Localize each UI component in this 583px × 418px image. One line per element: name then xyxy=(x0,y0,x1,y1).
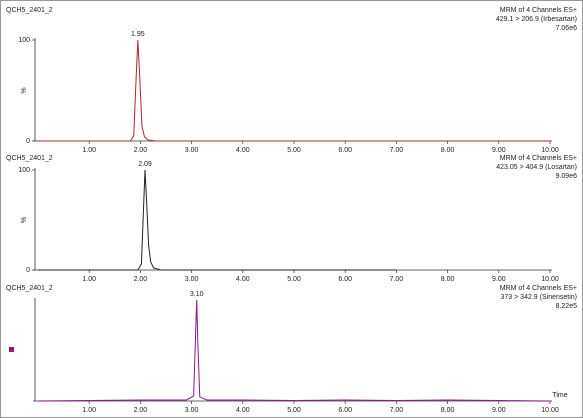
x-tick-label: 1.00 xyxy=(82,147,96,154)
x-tick-label: 5.00 xyxy=(287,276,301,283)
x-tick-label: 2.00 xyxy=(134,276,148,283)
panel-title: QCH5_2401_2 xyxy=(6,7,53,14)
y-tick-label: 0 xyxy=(26,267,30,274)
x-tick-label: 8.00 xyxy=(441,147,455,154)
x-tick-label: 6.00 xyxy=(338,276,352,283)
x-tick-label: 10.00 xyxy=(541,276,559,283)
channel-info: 373 > 342.9 (Sinensetin) xyxy=(501,294,577,301)
y-axis-label: % xyxy=(21,217,28,223)
x-tick-label: 7.00 xyxy=(390,407,404,414)
peak-label: 2.09 xyxy=(138,161,152,168)
x-tick-label: 6.00 xyxy=(338,407,352,414)
x-tick-label: 3.00 xyxy=(185,276,199,283)
panel-title: QCH5_2401_2 xyxy=(6,155,53,162)
x-tick-label: 5.00 xyxy=(287,147,301,154)
trace xyxy=(37,299,551,402)
x-tick-label: 7.00 xyxy=(390,147,404,154)
channel-info: MRM of 4 Channels ES+ xyxy=(500,155,577,162)
x-tick-label: 1.00 xyxy=(82,276,96,283)
x-tick-label: 10.00 xyxy=(541,407,559,414)
peak-label: 1.95 xyxy=(131,31,145,38)
x-tick-label: 3.00 xyxy=(185,147,199,154)
x-tick-label: 8.00 xyxy=(441,276,455,283)
x-tick-label: 4.00 xyxy=(236,276,250,283)
y-tick-label: 100 xyxy=(18,37,30,44)
trace-marker xyxy=(9,347,14,352)
channel-info: MRM of 4 Channels ES+ xyxy=(500,285,577,292)
x-tick-label: 9.00 xyxy=(492,407,506,414)
x-tick-label: 3.00 xyxy=(185,407,199,414)
x-tick-label: 5.00 xyxy=(287,407,301,414)
y-axis-label: % xyxy=(21,87,28,93)
x-tick-label: 1.00 xyxy=(82,407,96,414)
x-tick-label: 7.00 xyxy=(390,276,404,283)
x-tick-label: 4.00 xyxy=(236,147,250,154)
panel-title: QCH5_2401_2 xyxy=(6,285,53,292)
y-tick-label: 100 xyxy=(18,167,30,174)
x-axis-label: Time xyxy=(552,392,567,399)
y-tick-label: 0 xyxy=(26,138,30,145)
channel-info: 423.05 > 404.9 (Losartan) xyxy=(496,164,577,171)
x-tick-label: 10.00 xyxy=(541,147,559,154)
channel-info: MRM of 4 Channels ES+ xyxy=(500,7,577,14)
trace xyxy=(38,169,397,271)
x-tick-label: 2.00 xyxy=(134,147,148,154)
trace xyxy=(38,39,550,142)
channel-info: 7.06e6 xyxy=(556,25,578,32)
channel-info: 8.22e5 xyxy=(556,303,578,310)
channel-info: 429.1 > 206.9 (Irbesartan) xyxy=(496,16,577,23)
x-tick-label: 4.00 xyxy=(236,407,250,414)
x-tick-label: 9.00 xyxy=(492,276,506,283)
x-tick-label: 2.00 xyxy=(134,407,148,414)
x-tick-label: 6.00 xyxy=(338,147,352,154)
x-tick-label: 8.00 xyxy=(441,407,455,414)
x-tick-label: 9.00 xyxy=(492,147,506,154)
channel-info: 9.09e6 xyxy=(556,173,578,180)
peak-label: 3.10 xyxy=(190,291,204,298)
